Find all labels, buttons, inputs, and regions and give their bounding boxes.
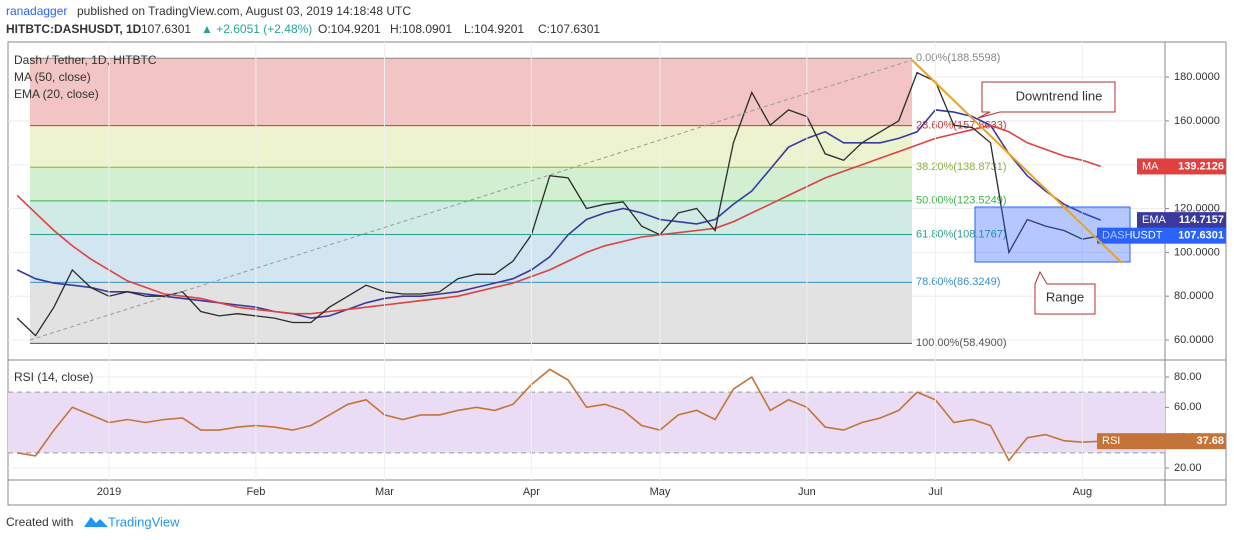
y-tick-label: 80.0000 — [1174, 290, 1214, 302]
y-tick-label: 80.00 — [1174, 371, 1202, 383]
fib-band — [30, 125, 912, 168]
x-tick-label: Apr — [523, 486, 540, 498]
series-line — [17, 368, 1101, 462]
fib-band — [30, 234, 912, 283]
logo — [84, 517, 108, 527]
callout-box — [1034, 270, 1096, 315]
y-tick-label: 160.0000 — [1174, 115, 1220, 127]
last: 107.6301 — [141, 22, 191, 36]
change: ▲ +2.6051 (+2.48%) — [201, 22, 312, 36]
annotation: Downtrend line — [1016, 88, 1103, 103]
trend-line — [29, 59, 913, 341]
tag-name: RSI — [1102, 435, 1120, 447]
fib-label: 50.00%(123.5249) — [916, 195, 1007, 207]
y-tick-label: 20.00 — [1174, 462, 1202, 474]
price-tag: DASHUSDT 107.6301 — [1097, 227, 1226, 244]
tag-name: DASHUSDT — [1102, 230, 1163, 242]
drawings: Downtrend line Range — [29, 59, 1131, 341]
series-line — [16, 124, 1101, 315]
series-line — [16, 71, 1101, 337]
tag-value: 114.7157 — [1179, 214, 1224, 226]
y-tick-label: 120.0000 — [1174, 202, 1220, 214]
y-tick-label: 100.0000 — [1174, 246, 1220, 258]
frame — [7, 41, 1227, 506]
downtrend-line — [911, 59, 1123, 264]
fib-band — [30, 200, 912, 235]
legend-entry: MA (50, close) — [14, 70, 91, 84]
low: L:104.9201 — [464, 22, 524, 36]
tag-name: MA — [1142, 160, 1159, 172]
y-tick-label: 60.0000 — [1174, 334, 1214, 346]
footer-text: Created with — [6, 515, 73, 529]
tag-value: 139.2126 — [1178, 160, 1224, 172]
y-tick-label: 60.00 — [1174, 401, 1202, 413]
tag-box — [1097, 433, 1226, 450]
legend-title: Dash / Tether, 1D, HITBTC — [14, 53, 157, 67]
tag-box — [1097, 227, 1226, 244]
fib-label: 78.60%(86.3249) — [916, 276, 1000, 288]
legend-title: RSI (14, close) — [14, 370, 93, 384]
high: H:108.0901 — [390, 22, 452, 36]
x-tick-label: Jul — [928, 486, 942, 498]
callout-box — [977, 81, 1116, 119]
symbol: HITBTC:DASHUSDT, 1D — [6, 22, 142, 36]
x-tick-label: Feb — [246, 486, 265, 498]
legend-entry: EMA (20, close) — [14, 87, 99, 101]
fib-band — [30, 167, 912, 201]
x-tick-label: May — [650, 486, 671, 498]
tag-name: EMA — [1142, 214, 1167, 226]
published: published on TradingView.com, August 03,… — [77, 4, 411, 18]
fib-label: 38.20%(138.8731) — [916, 161, 1007, 173]
author[interactable]: ranadagger — [6, 4, 67, 18]
fib-label: 100.00%(58.4900) — [916, 337, 1007, 349]
close: C:107.6301 — [538, 22, 600, 36]
open: O:104.9201 — [318, 22, 381, 36]
range-box — [974, 206, 1131, 263]
tag-box — [1137, 212, 1226, 229]
fib-label: 61.80%(108.1767) — [916, 228, 1007, 240]
x-tick-label: Mar — [375, 486, 394, 498]
price-tag: MA 139.2126 — [1137, 158, 1226, 175]
price-tag: EMA 114.7157 — [1137, 212, 1226, 229]
fib-band — [30, 282, 912, 344]
x-tick-label: Aug — [1073, 486, 1093, 498]
tag-value: 37.68 — [1196, 435, 1224, 447]
x-tick-label: Jun — [798, 486, 816, 498]
price-tag: RSI 37.68 — [1097, 433, 1226, 450]
plot-area: 60.000080.0000100.0000120.0000140.000016… — [7, 41, 1227, 506]
series-line — [16, 109, 1101, 319]
tag-box — [1137, 158, 1226, 175]
rsi-band — [8, 392, 1165, 453]
fib-label: 0.00%(188.5598) — [916, 52, 1000, 64]
tag-value: 107.6301 — [1178, 230, 1224, 242]
x-tick-label: 2019 — [97, 486, 121, 498]
y-tick-label: 180.0000 — [1174, 71, 1220, 83]
annotation: Range — [1046, 289, 1084, 304]
fib-band — [30, 58, 912, 126]
footer-brand[interactable]: TradingView — [108, 514, 180, 529]
